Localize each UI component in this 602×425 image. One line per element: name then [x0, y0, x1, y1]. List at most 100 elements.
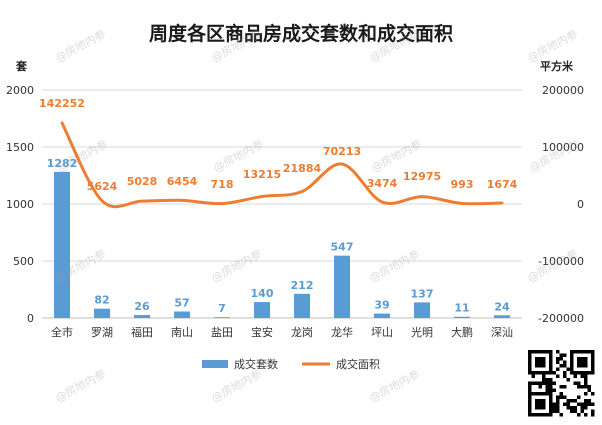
qr-module	[566, 367, 570, 371]
bar-value-label: 39	[374, 299, 389, 312]
qr-module	[559, 357, 563, 361]
qr-module	[549, 385, 553, 389]
bar-value-label: 547	[331, 241, 354, 254]
line-value-label: 3474	[367, 177, 398, 190]
qr-module	[556, 402, 560, 406]
qr-module	[580, 385, 584, 389]
left-tick-label: 500	[13, 255, 34, 268]
qr-module	[556, 406, 560, 410]
watermark-text: @房地内参	[369, 136, 424, 174]
line-value-label: 718	[211, 178, 234, 191]
bar-value-label: 212	[291, 279, 314, 292]
qr-module	[545, 388, 549, 392]
line-value-label: 5624	[87, 180, 118, 193]
left-axis-unit: 套	[16, 59, 28, 73]
legend: 成交套数 成交面积	[202, 357, 380, 371]
qr-module	[584, 385, 588, 389]
qr-finder-core	[535, 399, 546, 410]
qr-module	[552, 406, 556, 410]
bar	[414, 302, 430, 318]
qr-module	[570, 399, 574, 403]
qr-module	[535, 381, 539, 385]
bar-value-label: 7	[218, 302, 226, 315]
qr-module	[531, 381, 535, 385]
qr-module	[556, 357, 560, 361]
qr-module	[556, 395, 560, 399]
x-tick-label: 全市	[51, 325, 73, 339]
legend-line-label: 成交面积	[336, 357, 380, 371]
qr-module	[552, 371, 556, 375]
qr-module	[591, 413, 595, 417]
qr-module	[559, 413, 563, 417]
bar	[174, 311, 190, 318]
x-tick-label: 罗湖	[91, 326, 113, 339]
line-value-label: 1674	[487, 178, 518, 191]
x-tick-label: 福田	[131, 325, 153, 339]
qr-module	[573, 406, 577, 410]
qr-module	[584, 399, 588, 403]
right-tick-label: -100000	[538, 255, 584, 268]
watermark-text: @房地内参	[53, 26, 108, 64]
watermark-text: @房地内参	[209, 366, 264, 404]
qr-module	[552, 402, 556, 406]
gridlines	[42, 89, 522, 319]
qr-module	[528, 381, 532, 385]
qr-module	[556, 374, 560, 378]
bar	[334, 255, 350, 318]
watermark-text: @房地内参	[367, 246, 422, 284]
qr-module	[556, 409, 560, 413]
qr-module	[563, 395, 567, 399]
qr-module	[545, 381, 549, 385]
qr-module	[584, 381, 588, 385]
bar	[454, 316, 470, 318]
left-tick-label: 1000	[6, 198, 34, 211]
qr-module	[552, 381, 556, 385]
bar	[214, 317, 230, 318]
qr-module	[556, 360, 560, 364]
x-tick-label: 光明	[411, 325, 433, 339]
qr-module	[591, 402, 595, 406]
line-value-label: 142252	[39, 97, 85, 110]
qr-module	[587, 388, 591, 392]
qr-module	[577, 381, 581, 385]
qr-module	[587, 402, 591, 406]
qr-module	[570, 409, 574, 413]
qr-module	[556, 399, 560, 403]
right-tick-label: 200000	[542, 84, 584, 97]
x-tick-label: 宝安	[251, 325, 273, 339]
qr-module	[577, 413, 581, 417]
qr-module	[552, 388, 556, 392]
bar-series	[54, 171, 510, 318]
bar	[494, 315, 510, 318]
line-value-label: 13215	[243, 168, 281, 181]
bar-value-label: 140	[251, 287, 274, 300]
qr-module	[584, 378, 588, 382]
right-tick-label: 100000	[542, 141, 584, 154]
qr-module	[584, 406, 588, 410]
qr-finder-core	[577, 357, 588, 368]
qr-module	[584, 402, 588, 406]
qr-module	[591, 392, 595, 396]
bar	[374, 313, 390, 318]
qr-module	[573, 399, 577, 403]
qr-module	[580, 402, 584, 406]
qr-module	[577, 402, 581, 406]
right-tick-label: -200000	[538, 312, 584, 325]
line-value-label: 12975	[403, 170, 441, 183]
qr-module	[549, 381, 553, 385]
qr-module	[580, 374, 584, 378]
qr-module	[584, 413, 588, 417]
x-tick-label: 盐田	[211, 326, 233, 339]
line-series	[60, 121, 504, 209]
bar	[254, 302, 270, 318]
qr-module	[580, 406, 584, 410]
qr-module	[559, 364, 563, 368]
qr-module	[542, 381, 546, 385]
qr-module	[573, 374, 577, 378]
area-line	[60, 121, 504, 209]
qr-module	[573, 381, 577, 385]
qr-module	[577, 385, 581, 389]
bar-value-label: 57	[174, 297, 189, 310]
legend-bar-swatch	[202, 360, 228, 368]
qr-module	[563, 402, 567, 406]
